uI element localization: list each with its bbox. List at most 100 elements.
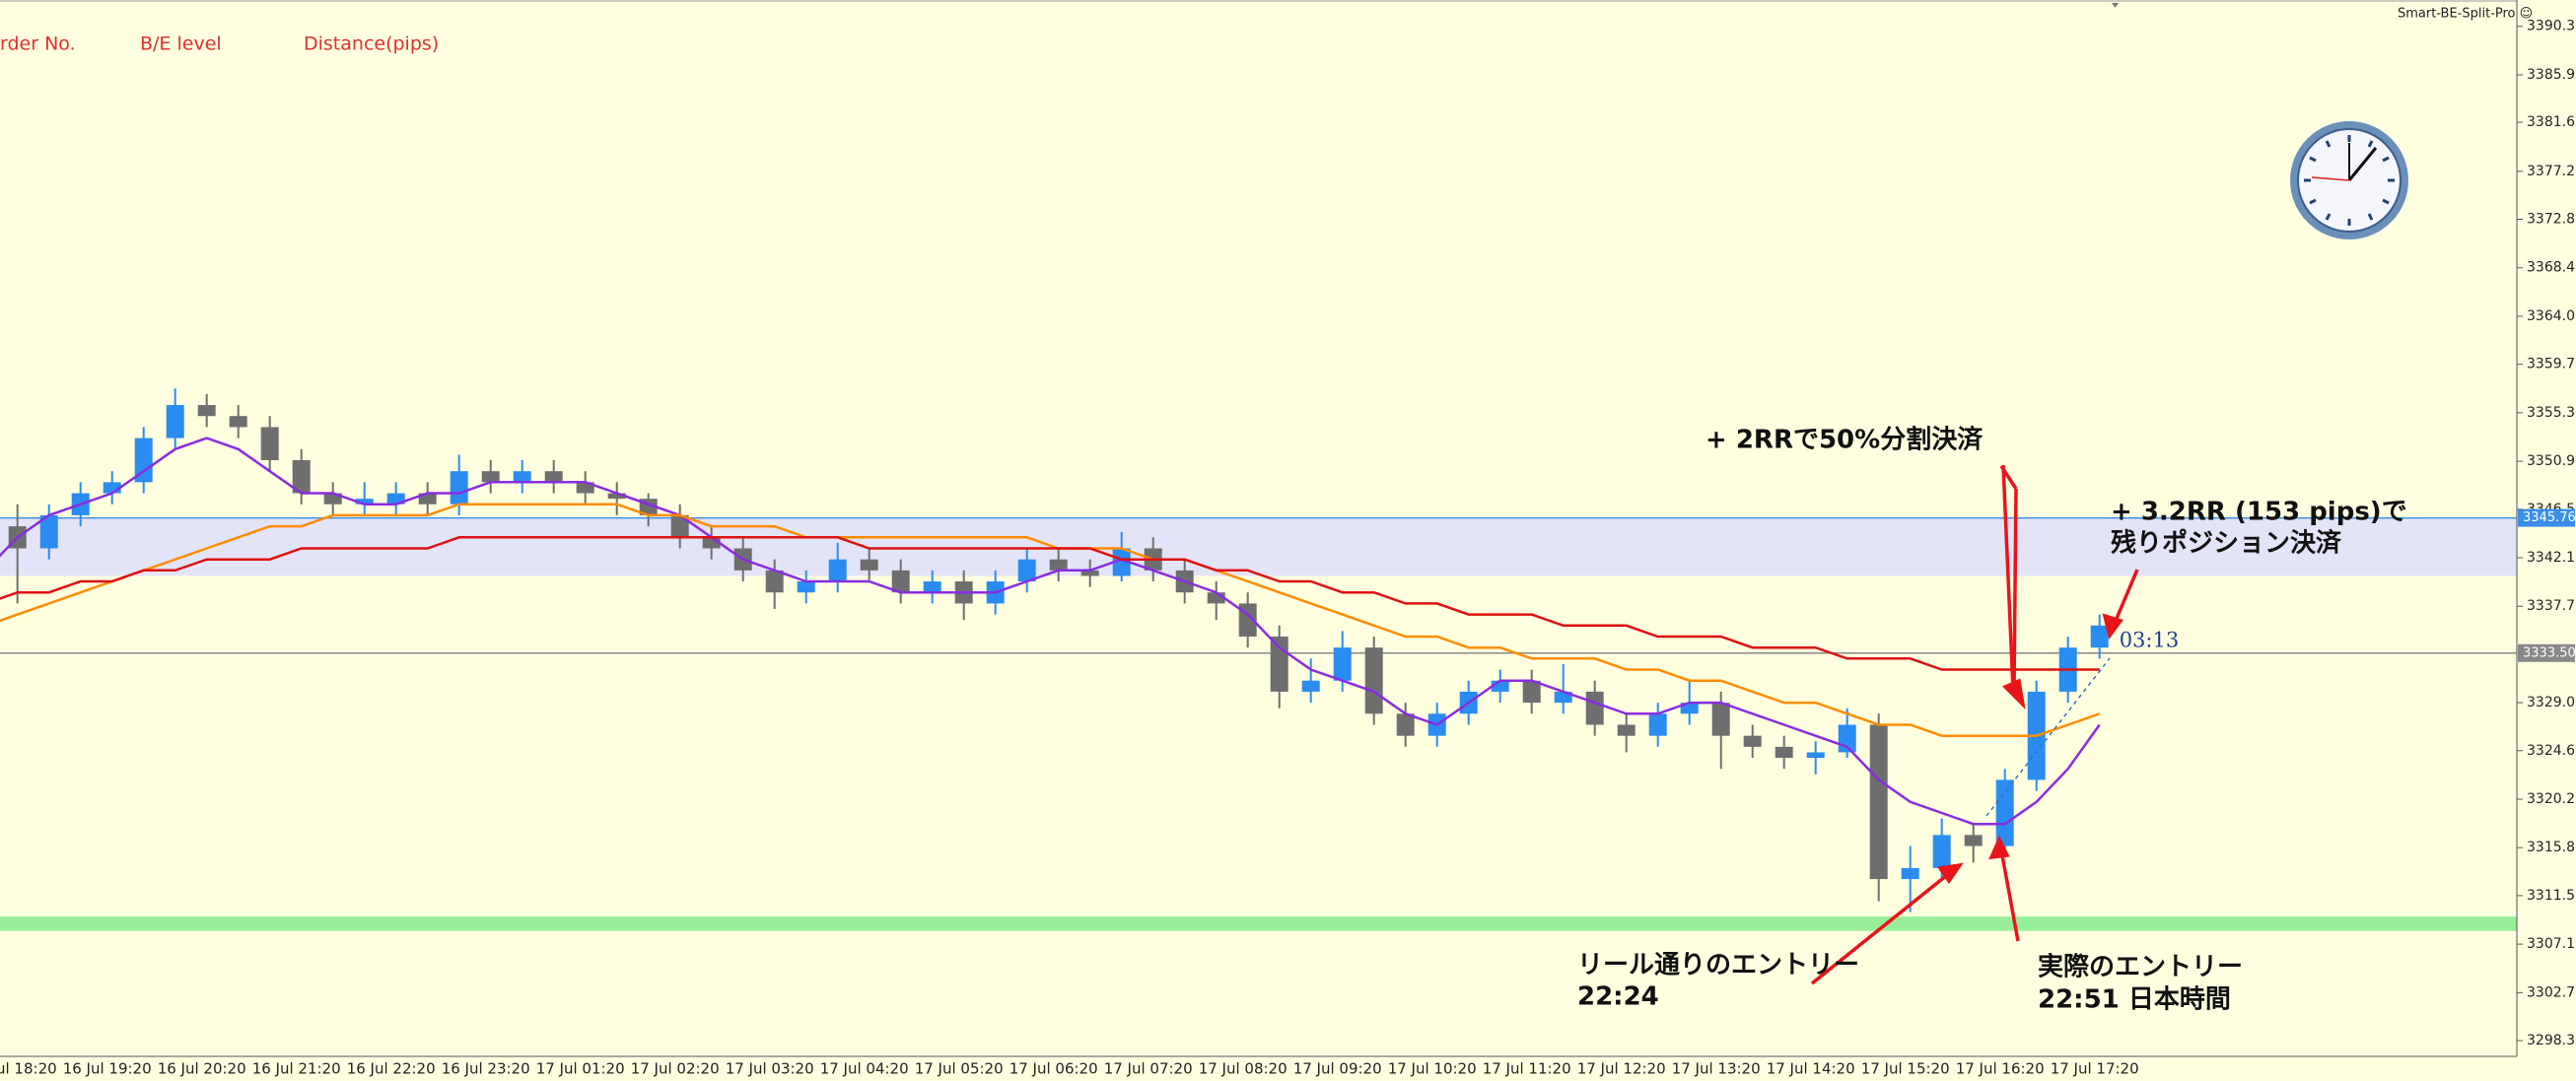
- candle-body: [418, 493, 437, 505]
- clock-second-hand: [2311, 176, 2350, 181]
- x-tick-label: 17 Jul 04:20: [820, 1060, 909, 1078]
- x-tick-label: 17 Jul 05:20: [915, 1060, 1004, 1078]
- y-tick-label: 3315.85: [2527, 840, 2576, 855]
- candle-body: [1964, 835, 1983, 846]
- annotation: 実際のエントリー: [2038, 952, 2243, 982]
- candle-body: [702, 537, 721, 549]
- x-tick-label: 16 Jul 21:20: [252, 1060, 341, 1078]
- x-tick-label: 16 Jul 20:20: [158, 1060, 246, 1078]
- candle-body: [1112, 548, 1131, 576]
- candle-body: [103, 482, 121, 494]
- candle-body: [197, 405, 216, 417]
- y-tick-label: 3381.65: [2527, 114, 2576, 130]
- candle-body: [544, 471, 563, 483]
- annotation: 22:24: [1577, 982, 1659, 1012]
- y-tick-label: 3368.45: [2527, 260, 2576, 276]
- candle-body: [1648, 713, 1667, 736]
- candle-body: [1680, 703, 1699, 714]
- x-tick-label: 17 Jul 09:20: [1293, 1060, 1382, 1078]
- candle-body: [1301, 680, 1320, 692]
- candle-body: [1869, 724, 1888, 880]
- zone: [0, 916, 2517, 931]
- header-distance: Distance(pips): [304, 34, 439, 55]
- candle-body: [2090, 625, 2109, 648]
- x-tick-label: 16 Jul 22:20: [347, 1060, 436, 1078]
- x-tick-label: 17 Jul 07:20: [1104, 1060, 1193, 1078]
- price-badge: [2518, 508, 2575, 527]
- x-tick-label: 17 Jul 12:20: [1577, 1060, 1666, 1078]
- x-tick-label: 17 Jul 17:20: [2051, 1060, 2139, 1078]
- arrow: [2114, 569, 2139, 622]
- candle-body: [1522, 680, 1541, 704]
- y-tick-label: 3355.30: [2527, 405, 2576, 421]
- y-tick-label: 3364.05: [2527, 308, 2576, 324]
- annotation: + 3.2RR (153 pips)で: [2111, 498, 2407, 527]
- y-tick-label: 3329.00: [2527, 695, 2576, 710]
- y-tick-label: 3337.75: [2527, 598, 2576, 614]
- candle-body: [1396, 713, 1415, 736]
- arrow-head: [2001, 678, 2026, 710]
- annotation: + 2RRで50%分割決済: [1706, 425, 1984, 455]
- x-tick-label: 17 Jul 16:20: [1956, 1060, 2045, 1078]
- candle-body: [1049, 559, 1068, 571]
- x-tick-label: 17 Jul 01:20: [536, 1060, 625, 1078]
- x-tick-label: 16 Jul 18:20: [0, 1060, 57, 1078]
- x-tick-label: 17 Jul 11:20: [1483, 1060, 1571, 1078]
- candle-body: [576, 482, 594, 494]
- candle-body: [1333, 647, 1352, 681]
- candle-body: [1017, 559, 1036, 582]
- arrows: [1810, 464, 2139, 985]
- price-badge: [2518, 643, 2575, 662]
- x-tick-label: 17 Jul 03:20: [726, 1060, 814, 1078]
- candle-timer: 03:13: [2120, 628, 2180, 651]
- clock-marks: [2304, 135, 2395, 226]
- candle-body: [1995, 779, 2014, 846]
- candle-body: [450, 471, 468, 505]
- candle-body: [1901, 867, 1919, 880]
- candle-body: [1270, 636, 1288, 692]
- candle-body: [797, 581, 815, 593]
- candle-body: [828, 559, 847, 582]
- arrow-head: [1988, 835, 2010, 860]
- candle-body: [670, 514, 689, 538]
- candle-body: [481, 471, 500, 483]
- clock: [2290, 121, 2408, 239]
- candle-body: [1207, 592, 1225, 604]
- y-tick-label: 3307.10: [2527, 936, 2576, 952]
- arrow-head: [2102, 613, 2123, 641]
- moving-average: [0, 503, 2101, 737]
- candle-body: [1554, 691, 1572, 704]
- x-tick-label: 17 Jul 06:20: [1010, 1060, 1098, 1078]
- candle-body: [1806, 752, 1825, 759]
- candle-body: [891, 570, 910, 593]
- annotation: リール通りのエントリー: [1577, 951, 1859, 980]
- x-tick-label: 16 Jul 19:20: [63, 1060, 152, 1078]
- price-badge-label: 3345.76: [2523, 510, 2576, 525]
- indicator-name: Smart-BE-Split-Pro ☺: [2398, 7, 2533, 22]
- x-tick-label: 17 Jul 15:20: [1861, 1060, 1950, 1078]
- moving-average: [0, 536, 2100, 671]
- trend-line: [1985, 657, 2111, 817]
- candle-body: [1585, 691, 1604, 725]
- candle-body: [134, 438, 153, 483]
- candle-body: [39, 514, 58, 549]
- candle-body: [260, 427, 279, 460]
- candle-body: [1364, 647, 1383, 714]
- candle-body: [229, 416, 247, 428]
- zone: [0, 517, 2517, 576]
- candle-body: [355, 499, 374, 505]
- arrow-head: [1936, 862, 1964, 885]
- y-tick-label: 3298.35: [2527, 1033, 2576, 1048]
- y-tick-label: 3390.35: [2527, 19, 2576, 34]
- y-tick-label: 3350.90: [2527, 453, 2576, 469]
- candle-body: [1711, 703, 1730, 736]
- y-tick-label: 3324.65: [2527, 743, 2576, 759]
- x-tick-label: 17 Jul 08:20: [1199, 1060, 1288, 1078]
- annotation: 残りポジション決済: [2111, 528, 2342, 559]
- candle-body: [765, 570, 784, 593]
- x-tick-label: 17 Jul 10:20: [1388, 1060, 1477, 1078]
- candle-body: [1080, 570, 1099, 576]
- y-tick-label: 3311.50: [2527, 888, 2576, 904]
